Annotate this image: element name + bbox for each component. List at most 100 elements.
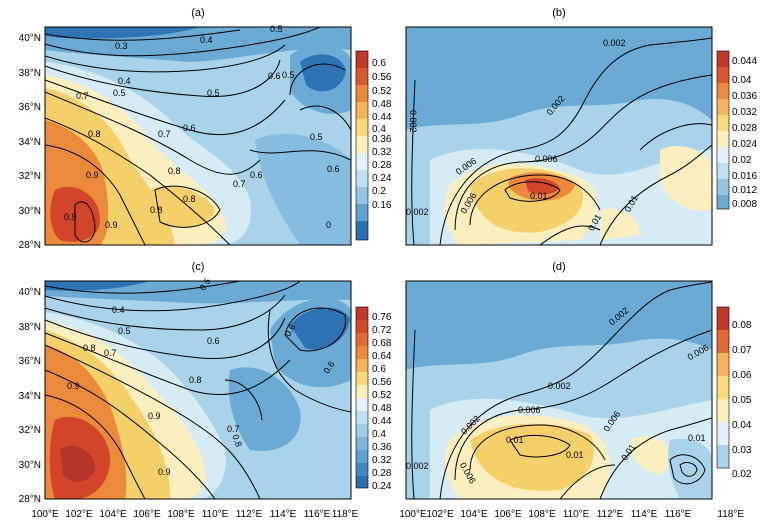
contour-label: 0.6	[327, 164, 340, 174]
lon-label: 112°E	[597, 509, 624, 520]
colorbar-label: 0.32	[372, 455, 392, 466]
panel-title: (c)	[192, 261, 205, 273]
colorbar-label: 0.72	[372, 325, 392, 336]
lon-label: 108°E	[528, 509, 556, 520]
colorbar-label: 0.36	[372, 134, 392, 145]
panel-title: (a)	[191, 7, 204, 19]
lat-label: 34°N	[19, 391, 41, 402]
contour-label: 0.4	[118, 76, 131, 86]
lon-label: 114°E	[631, 509, 658, 520]
colorbar-label: 0.02	[732, 469, 752, 480]
contour-label: 0.8	[230, 433, 244, 448]
contour-label: 0.5	[270, 24, 283, 34]
lon-label: 116°E	[304, 509, 331, 520]
contour-label: 0.7	[233, 179, 246, 189]
contour-label: 0.002	[603, 38, 626, 48]
shaded-field	[406, 281, 712, 499]
colorbar-label: 0.036	[732, 91, 757, 102]
lat-label: 28°N	[19, 494, 41, 505]
colorbar-label: 0.48	[372, 403, 392, 414]
contour-label: 0.3	[115, 41, 128, 51]
colorbar: 0.6 0.56 0.52 0.48 0.44 0.4 0.36 0.32 0.…	[355, 50, 392, 241]
colorbar-label: 0.07	[732, 345, 752, 356]
contour-label: 0.01	[530, 191, 548, 201]
colorbar-label: 0.16	[372, 200, 392, 211]
contour-label: 0.002	[408, 110, 418, 133]
lat-label: 40°N	[19, 33, 41, 44]
contour-label: 0.9	[158, 467, 171, 477]
colorbar-label: 0.02	[732, 155, 752, 166]
colorbar-label: 0.68	[372, 338, 392, 349]
colorbar-label: 0.05	[732, 395, 752, 406]
colorbar-label: 0.4	[372, 429, 386, 440]
panel-title: (b)	[552, 7, 565, 19]
colorbar-label: 0.4	[372, 124, 386, 135]
colorbar-label: 0.6	[372, 58, 386, 69]
lon-label: 118°E	[717, 509, 744, 520]
colorbar-label: 0.012	[732, 185, 757, 196]
contour-label: 0.5	[118, 326, 131, 336]
contour-label: 0.006	[535, 154, 558, 164]
lon-label: 118°E	[332, 509, 359, 520]
contour-label: 0.006	[518, 405, 541, 415]
contour-label: 0.7	[227, 424, 240, 434]
colorbar-label: 0.6	[372, 364, 386, 375]
colorbar-label: 0.44	[372, 112, 392, 123]
panel-b: (b) 0.002 0.002	[405, 7, 757, 246]
lat-label: 32°N	[19, 171, 41, 182]
contour-label: 0.01	[566, 450, 584, 460]
lat-label: 30°N	[19, 460, 41, 471]
lat-label: 28°N	[19, 240, 41, 251]
lon-label: 108°E	[167, 509, 195, 520]
lat-label: 32°N	[19, 425, 41, 436]
contour-label: 0.8	[88, 129, 101, 139]
lon-label: 104°E	[460, 509, 488, 520]
shaded-field	[45, 281, 351, 499]
colorbar-label: 0.032	[732, 107, 757, 118]
contour-label: 0.9	[148, 411, 161, 421]
colorbar-label: 0.044	[732, 56, 757, 67]
lat-label: 30°N	[19, 206, 41, 217]
lon-label: 104°E	[99, 509, 127, 520]
contour-label: 0.7	[158, 129, 171, 139]
colorbar-label: 0.24	[372, 173, 392, 184]
contour-label: 0.002	[406, 207, 429, 217]
lat-label: 36°N	[19, 356, 41, 367]
contour-label: 0.7	[76, 91, 89, 101]
lon-label: 110°E	[202, 509, 229, 520]
panel-d: (d) 0.002 0.002 0.	[399, 261, 752, 520]
contour-label: 0.8	[168, 166, 181, 176]
colorbar-label: 0.08	[732, 320, 752, 331]
colorbar-label: 0.44	[372, 416, 392, 427]
colorbar-label: 0.64	[372, 351, 392, 362]
contour-label: 0.5	[282, 70, 295, 80]
colorbar: 0.044 0.04 0.036 0.032 0.028 0.024 0.02 …	[716, 50, 757, 210]
lon-label: 100°E	[399, 509, 427, 520]
panel-title: (d)	[552, 261, 565, 273]
contour-label: 0.6	[207, 336, 220, 346]
colorbar-label: 0.76	[372, 312, 392, 323]
contour-label: 0.01	[506, 435, 524, 445]
panel-c: (c)	[19, 261, 392, 520]
colorbar-label: 0.2	[372, 186, 386, 197]
contour-label: 0.6	[250, 170, 263, 180]
contour-label: 0.9	[86, 170, 99, 180]
lon-label: 114°E	[270, 509, 297, 520]
lat-label: 38°N	[19, 68, 41, 79]
colorbar-label: 0.04	[732, 75, 752, 86]
colorbar: 0.76 0.72 0.68 0.64 0.6 0.56 0.52 0.48 0…	[355, 306, 392, 492]
contour-label: 0.002	[406, 461, 429, 471]
lon-label: 116°E	[665, 509, 692, 520]
lat-label: 40°N	[19, 287, 41, 298]
colorbar-label: 0.04	[732, 420, 752, 431]
contour-label: 0.4	[200, 35, 213, 45]
contour-label: 0.5	[207, 88, 220, 98]
lon-label: 102°E	[65, 509, 93, 520]
lon-label: 106°E	[133, 509, 161, 520]
shaded-field	[406, 27, 712, 245]
colorbar-label: 0.03	[732, 445, 752, 456]
colorbar-label: 0.008	[732, 199, 757, 210]
colorbar-label: 0.56	[372, 72, 392, 83]
shaded-field	[45, 27, 351, 245]
